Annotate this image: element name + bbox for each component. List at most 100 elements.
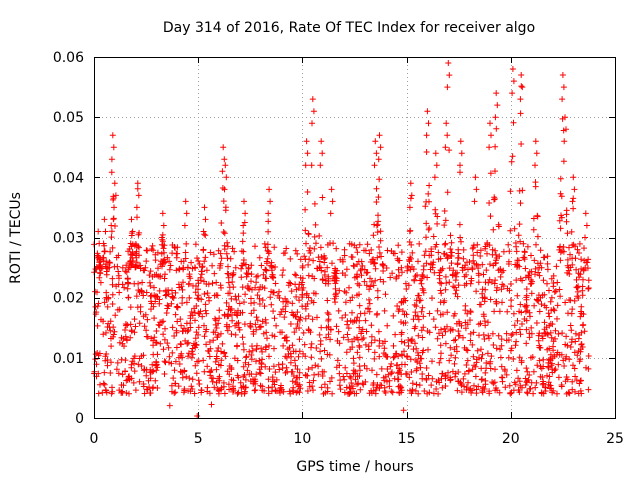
data-point xyxy=(442,286,449,293)
data-point xyxy=(243,273,250,280)
data-point xyxy=(534,233,541,240)
data-point xyxy=(202,307,209,314)
data-point xyxy=(266,366,273,372)
data-point xyxy=(311,200,318,207)
data-point xyxy=(162,288,169,295)
data-point xyxy=(132,323,139,330)
data-point xyxy=(438,350,444,357)
data-point xyxy=(124,377,131,383)
data-point xyxy=(184,264,191,271)
data-point xyxy=(366,390,373,397)
data-point xyxy=(412,312,419,319)
data-point xyxy=(351,263,358,270)
data-point xyxy=(462,325,469,332)
data-point xyxy=(109,132,116,139)
data-point xyxy=(375,212,381,219)
data-point xyxy=(522,265,529,272)
data-point xyxy=(308,162,315,169)
data-point xyxy=(158,319,165,326)
data-point xyxy=(226,371,233,378)
data-point xyxy=(548,294,555,301)
data-point xyxy=(458,380,465,387)
data-point xyxy=(511,322,518,329)
data-point xyxy=(458,238,464,245)
data-point xyxy=(434,335,441,342)
data-point xyxy=(433,162,440,169)
data-point xyxy=(300,329,307,336)
data-point xyxy=(491,196,498,202)
data-point xyxy=(396,389,403,396)
data-point xyxy=(100,331,107,338)
data-point xyxy=(571,349,578,356)
data-point xyxy=(413,303,420,310)
data-point xyxy=(122,327,128,333)
data-point xyxy=(217,362,224,369)
data-point xyxy=(143,327,150,334)
data-point xyxy=(303,138,310,145)
data-point xyxy=(479,387,486,394)
data-point xyxy=(457,234,464,241)
data-point xyxy=(544,253,551,260)
data-point xyxy=(168,382,175,389)
data-point xyxy=(432,210,439,217)
data-point xyxy=(358,330,365,337)
data-point xyxy=(111,204,117,211)
data-point xyxy=(567,264,574,271)
data-point xyxy=(294,366,301,373)
data-point xyxy=(266,353,272,360)
data-point xyxy=(248,352,255,358)
data-point xyxy=(147,369,154,376)
data-point xyxy=(152,377,159,384)
data-point xyxy=(486,388,493,395)
data-point xyxy=(287,321,294,327)
data-point xyxy=(248,310,255,317)
data-point xyxy=(307,250,314,256)
data-point xyxy=(541,254,548,261)
data-point xyxy=(291,357,298,364)
data-point xyxy=(538,389,545,396)
data-point xyxy=(196,381,203,387)
data-point xyxy=(517,200,524,207)
data-point xyxy=(110,144,117,151)
data-point xyxy=(179,286,186,293)
data-point xyxy=(111,263,118,270)
data-point xyxy=(119,264,126,271)
data-point xyxy=(458,150,465,157)
data-point xyxy=(301,253,308,260)
data-point xyxy=(573,276,580,283)
data-point xyxy=(485,319,491,326)
data-point xyxy=(408,241,415,248)
data-point xyxy=(530,215,537,222)
data-point xyxy=(272,280,279,287)
data-point xyxy=(175,383,182,390)
data-point xyxy=(505,337,512,343)
data-point xyxy=(366,300,373,307)
data-point xyxy=(541,302,548,309)
data-point xyxy=(440,299,447,306)
data-point xyxy=(228,364,235,371)
data-point xyxy=(343,289,350,296)
x-tick-label: 20 xyxy=(502,431,520,447)
data-point xyxy=(270,274,277,281)
data-point xyxy=(134,262,141,269)
data-point xyxy=(248,278,254,285)
data-point xyxy=(151,334,158,341)
data-point xyxy=(486,200,493,206)
data-point xyxy=(315,363,322,370)
data-point xyxy=(510,119,517,126)
data-point xyxy=(292,362,299,369)
data-point xyxy=(179,300,186,307)
data-point xyxy=(460,334,466,341)
data-point xyxy=(452,290,459,297)
data-point xyxy=(409,386,416,393)
data-point xyxy=(538,264,545,271)
data-point xyxy=(123,262,130,269)
data-point xyxy=(480,311,487,318)
data-point xyxy=(202,216,209,223)
data-point xyxy=(313,240,319,247)
data-point xyxy=(300,350,307,357)
data-point xyxy=(422,248,429,255)
data-point xyxy=(550,347,557,354)
data-point xyxy=(154,385,161,391)
data-point xyxy=(530,390,537,397)
